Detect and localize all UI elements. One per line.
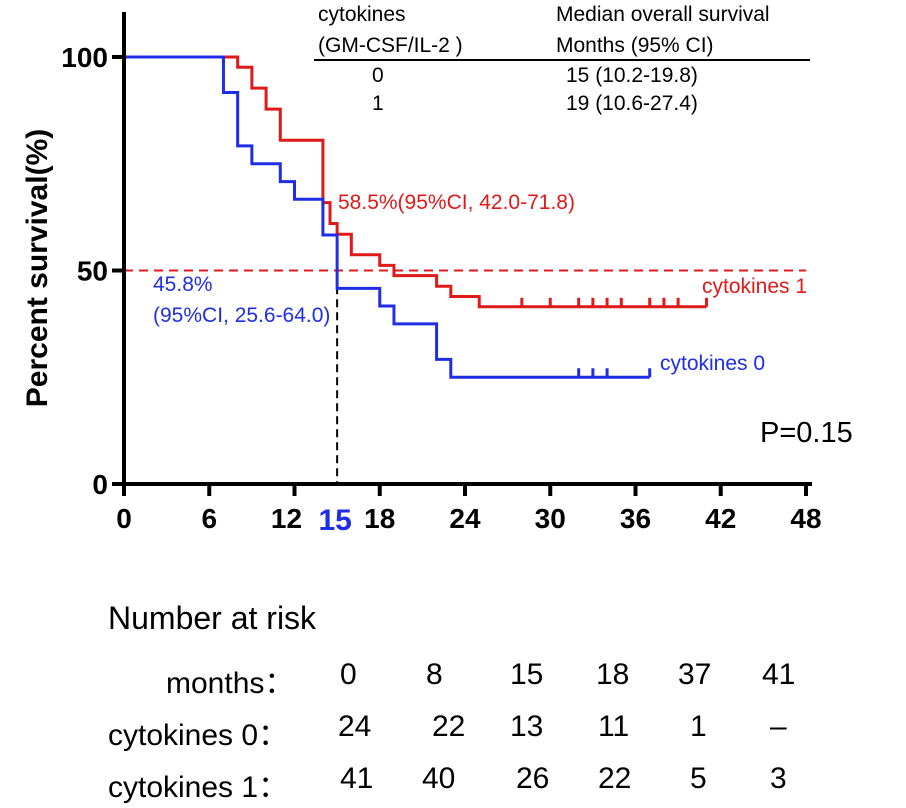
risk-cell: 8 [426,658,443,691]
p-value: P=0.15 [760,417,853,449]
x-tick-label: 0 [116,503,132,534]
x-tick-label: 48 [790,503,821,534]
risk-table-title: Number at risk [108,600,317,636]
risk-cell: 26 [516,762,550,795]
x-tick-label: 6 [201,503,217,534]
median-table-median-1: 19 (10.6-27.4) [566,92,698,115]
risk-cell: 5 [690,762,707,795]
median-table-group-1: 1 [372,92,384,115]
risk-cell: 1 [690,710,707,743]
risk-row-label: cytokines 1： [108,771,289,804]
risk-cell: 3 [770,762,787,795]
x-tick-label-highlight: 15 [318,504,351,537]
risk-row-cytokines-0: cytokines 0： 24 22 13 11 1 – [0,710,906,752]
risk-row-months: months： 0 8 15 18 37 41 [0,658,906,700]
risk-cell: 40 [422,762,456,795]
annotation-blue-point-1: 45.8% [153,273,213,296]
median-table-col2-header-1: Median overall survival [556,3,770,26]
y-tick-label: 50 [77,256,108,287]
annotation-blue-point-2: (95%CI, 25.6-64.0) [153,304,330,327]
median-table-col2-header-2: Months (95% CI) [556,34,714,57]
risk-cell: 24 [338,710,372,743]
x-tick-label: 18 [364,503,395,534]
median-table-col1-header-1: cytokines [318,3,406,26]
risk-row-cytokines-1: cytokines 1： 41 40 26 22 5 3 [0,762,906,804]
series-line-cytokines-1 [124,55,707,309]
x-tick-label: 42 [705,503,736,534]
risk-cell: 37 [678,658,712,691]
risk-cell: 15 [510,658,544,691]
median-table-group-0: 0 [372,64,384,87]
risk-cell: 41 [340,762,374,795]
risk-cell: 13 [510,710,544,743]
annotation-red-point: 58.5%(95%CI, 42.0-71.8) [338,191,575,214]
x-tick-label: 36 [620,503,651,534]
survival-chart: cytokines Median overall survival (GM-CS… [21,3,853,537]
series-line-cytokines-0 [124,55,650,379]
risk-cell: 22 [432,710,466,743]
x-tick-label: 30 [535,503,566,534]
risk-cell: 22 [598,762,632,795]
x-tick-label: 12 [271,503,302,534]
risk-row-label: cytokines 0： [108,719,289,752]
median-table-col1-header-2: (GM-CSF/IL-2 ) [318,34,463,57]
y-tick-label: 0 [92,469,108,500]
risk-cell: – [770,710,787,743]
risk-cell: 41 [762,658,796,691]
risk-cell: 18 [596,658,630,691]
risk-row-label: months： [166,667,295,700]
y-axis-label: Percent survival(%) [21,129,54,407]
y-tick-label: 100 [61,42,108,73]
risk-cell: 0 [340,658,357,691]
series-label-cytokines-1: cytokines 1 [702,275,807,298]
median-table-median-0: 15 (10.2-19.8) [566,64,698,87]
series-label-cytokines-0: cytokines 0 [660,352,765,375]
risk-cell: 11 [598,710,630,743]
x-tick-label: 24 [449,503,481,534]
